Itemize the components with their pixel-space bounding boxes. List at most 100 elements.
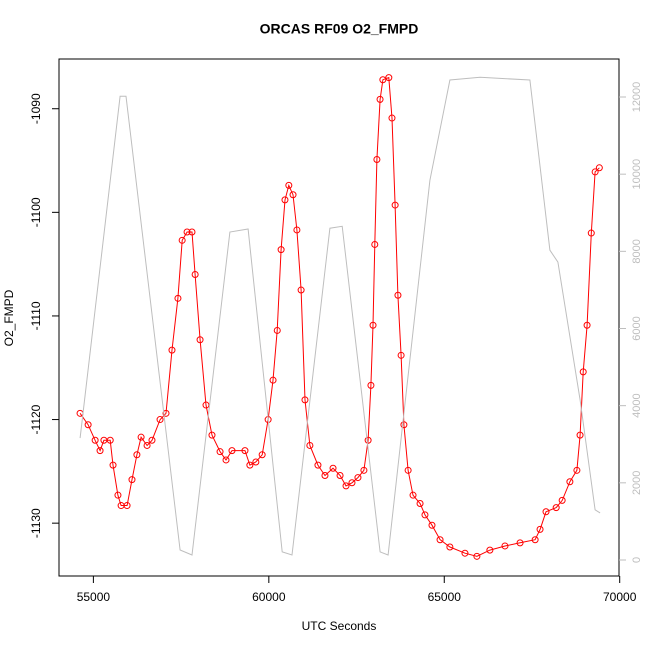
x-tick-label: 55000 [77, 590, 111, 604]
data-point [436, 536, 444, 544]
data-point [397, 351, 405, 359]
data-point [379, 76, 387, 84]
series-line [79, 76, 601, 556]
data-point [106, 436, 114, 444]
data-point [168, 346, 176, 354]
data-point [404, 466, 412, 474]
data-point [394, 291, 402, 299]
data-point [587, 229, 595, 237]
x-tick-label: 65000 [428, 590, 462, 604]
data-point [591, 168, 599, 176]
data-point [148, 436, 156, 444]
data-point [354, 474, 362, 482]
data-point [376, 95, 384, 103]
data-point [391, 201, 399, 209]
data-point [321, 472, 329, 480]
data-point [191, 271, 199, 279]
y2-tick-label: 4000 [631, 393, 643, 417]
y-tick-label: -1110 [29, 301, 43, 330]
data-point [301, 396, 309, 404]
data-point [558, 496, 566, 504]
data-point [128, 476, 136, 484]
data-point [501, 542, 509, 550]
data-point [222, 456, 230, 464]
data-point [348, 479, 356, 487]
data-point [273, 326, 281, 334]
data-point [385, 74, 393, 82]
y-tick-label: -1120 [29, 404, 43, 434]
data-point [202, 401, 210, 409]
data-point [566, 478, 574, 486]
data-point [473, 552, 481, 560]
x-axis-label: UTC Seconds [302, 619, 377, 633]
data-point [114, 491, 122, 499]
y2-tick-label: 6000 [631, 316, 643, 340]
data-point [536, 525, 544, 533]
data-point [516, 539, 524, 547]
data-point [421, 511, 429, 519]
data-point [258, 451, 266, 459]
x-tick-label: 70000 [603, 590, 637, 604]
y-tick-label: -1100 [29, 197, 43, 227]
data-point [400, 421, 408, 429]
data-point [285, 181, 293, 189]
data-point [252, 458, 260, 466]
data-point [446, 543, 454, 551]
chart-title: ORCAS RF09 O2_FMPD [260, 21, 419, 37]
data-point [293, 226, 301, 234]
data-point [156, 416, 164, 424]
data-point [208, 431, 216, 439]
data-point [277, 246, 285, 254]
data-point [371, 240, 379, 248]
data-point [373, 155, 381, 163]
data-point [269, 376, 277, 384]
data-point [336, 472, 344, 480]
y-axis-label: O2_FMPD [2, 289, 16, 346]
data-point [133, 451, 141, 459]
data-point [461, 549, 469, 557]
data-point [241, 447, 249, 455]
data-point [552, 504, 560, 512]
y2-tick-label: 8000 [631, 239, 643, 263]
y2-tick-label: 2000 [631, 471, 643, 495]
data-point [364, 436, 372, 444]
data-point [367, 381, 375, 389]
data-point [91, 436, 99, 444]
data-point [573, 466, 581, 474]
data-point [143, 441, 151, 449]
data-point [486, 546, 494, 554]
data-point [281, 196, 289, 204]
y2-tick-label: 10000 [631, 159, 643, 190]
data-point [342, 482, 350, 490]
data-point [289, 191, 297, 199]
data-point [388, 114, 396, 122]
data-point [162, 409, 170, 417]
y-tick-label: -1130 [29, 508, 43, 538]
data-point [595, 164, 603, 172]
data-point [583, 321, 591, 329]
y2-tick-label: 12000 [631, 82, 643, 113]
data-point [576, 431, 584, 439]
data-point [228, 447, 236, 455]
data-point [416, 499, 424, 507]
data-point [579, 368, 587, 376]
data-point [409, 491, 417, 499]
data-point [188, 228, 196, 236]
data-point [246, 461, 254, 469]
data-point [216, 448, 224, 456]
y-tick-label: -1090 [29, 93, 43, 124]
data-point [183, 228, 191, 236]
data-point [196, 336, 204, 344]
data-point [329, 464, 337, 472]
data-point [84, 421, 92, 429]
data-point [137, 433, 145, 441]
data-point [369, 321, 377, 329]
data-point [314, 461, 322, 469]
plot-box [58, 58, 620, 577]
data-point [96, 447, 104, 455]
data-point [178, 236, 186, 244]
data-point [306, 441, 314, 449]
data-point [174, 294, 182, 302]
data-point [542, 508, 550, 516]
